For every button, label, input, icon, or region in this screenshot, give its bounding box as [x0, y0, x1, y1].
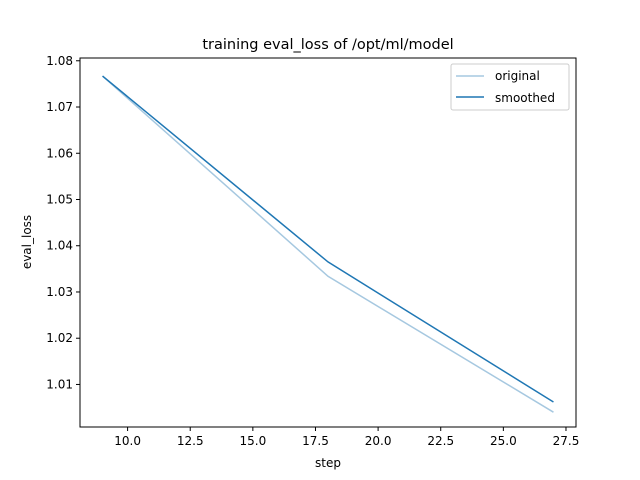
- series-line-smoothed: [102, 75, 554, 403]
- y-axis-label: eval_loss: [20, 215, 34, 269]
- legend-label-original: original: [495, 69, 540, 83]
- legend-label-smoothed: smoothed: [495, 91, 555, 105]
- x-tick-label: 15.0: [239, 434, 266, 448]
- plot-frame: [79, 57, 577, 428]
- y-tick-label: 1.04: [46, 239, 73, 253]
- x-tick-label: 27.5: [553, 434, 580, 448]
- y-tick-label: 1.06: [46, 146, 73, 160]
- x-axis-label: step: [315, 456, 341, 470]
- y-tick-label: 1.07: [46, 100, 73, 114]
- series-lines: [102, 75, 554, 413]
- chart-title: training eval_loss of /opt/ml/model: [202, 37, 453, 53]
- x-tick-label: 20.0: [365, 434, 392, 448]
- x-tick-label: 22.5: [427, 434, 454, 448]
- x-tick-label: 17.5: [302, 434, 329, 448]
- y-tick-label: 1.02: [46, 331, 73, 345]
- y-tick-label: 1.05: [46, 192, 73, 206]
- y-tick-label: 1.08: [46, 54, 73, 68]
- x-tick-label: 25.0: [490, 434, 517, 448]
- x-tick-label: 12.5: [177, 434, 204, 448]
- y-axis-ticks: 1.01 1.02 1.03 1.04 1.05 1.06 1.07 1.08: [46, 54, 80, 391]
- x-tick-label: 10.0: [114, 434, 141, 448]
- y-tick-label: 1.03: [46, 285, 73, 299]
- y-tick-label: 1.01: [46, 377, 73, 391]
- series-line-original: [102, 75, 554, 413]
- x-axis-ticks: 10.0 12.5 15.0 17.5 20.0 22.5 25.0 27.5: [114, 427, 579, 448]
- legend: original smoothed: [450, 63, 570, 111]
